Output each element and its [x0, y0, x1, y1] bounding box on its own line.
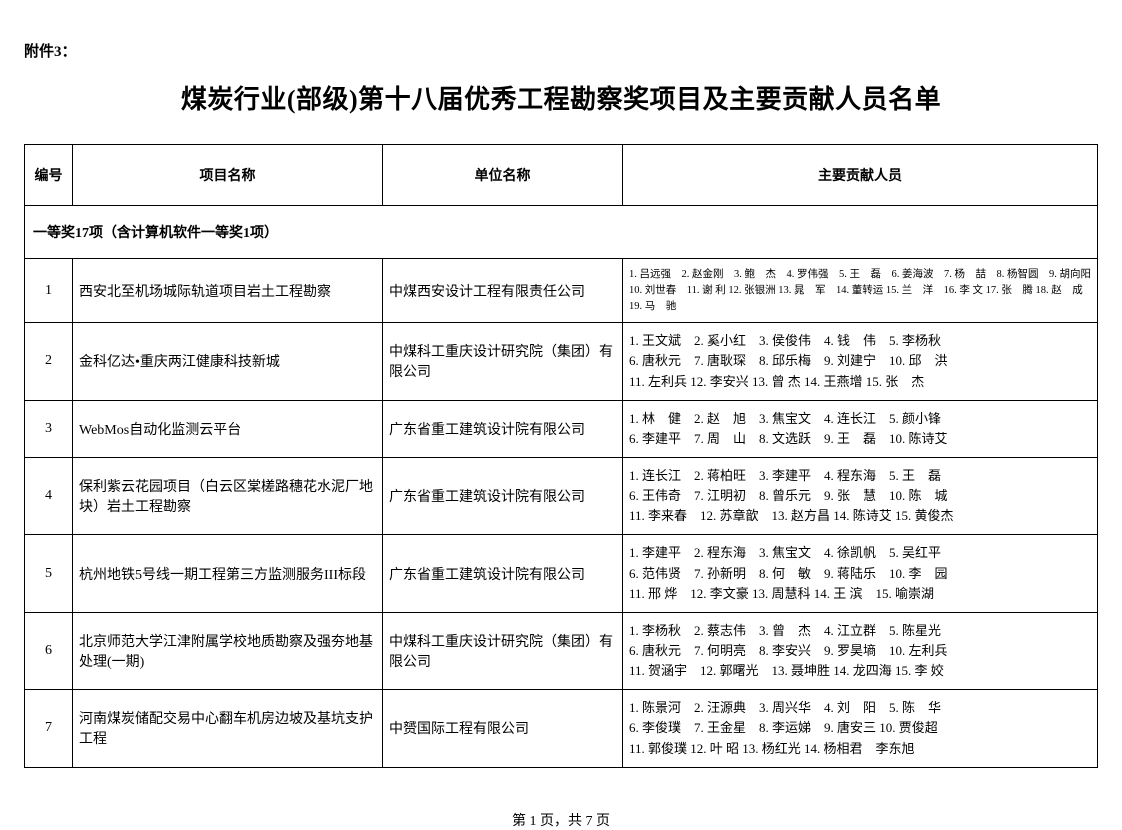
cell-people: 1. 连长江 2. 蒋柏旺 3. 李建平 4. 程东海 5. 王 磊6. 王伟奇… [623, 457, 1098, 534]
table-body: 一等奖17项（含计算机软件一等奖1项） 1西安北至机场城际轨道项目岩土工程勘察中… [25, 206, 1098, 768]
cell-people: 1. 林 健 2. 赵 旭 3. 焦宝文 4. 连长江 5. 颜小锋6. 李建平… [623, 400, 1098, 457]
table-row: 1西安北至机场城际轨道项目岩土工程勘察中煤西安设计工程有限责任公司1. 吕远强 … [25, 259, 1098, 323]
table-row: 5杭州地铁5号线一期工程第三方监测服务III标段广东省重工建筑设计院有限公司1.… [25, 535, 1098, 612]
cell-people: 1. 王文斌 2. 奚小红 3. 侯俊伟 4. 钱 伟 5. 李杨秋6. 唐秋元… [623, 323, 1098, 400]
table-row: 6北京师范大学江津附属学校地质勘察及强夯地基处理(一期)中煤科工重庆设计研究院（… [25, 612, 1098, 689]
cell-project: 金科亿达•重庆两江健康科技新城 [73, 323, 383, 400]
pager: 第 1 页，共 7 页 [24, 810, 1098, 830]
col-header-people: 主要贡献人员 [623, 145, 1098, 206]
cell-unit: 中煤西安设计工程有限责任公司 [383, 259, 623, 323]
section-header-cell: 一等奖17项（含计算机软件一等奖1项） [25, 206, 1098, 259]
award-table: 编号 项目名称 单位名称 主要贡献人员 一等奖17项（含计算机软件一等奖1项） … [24, 144, 1098, 768]
table-row: 7河南煤炭储配交易中心翻车机房边坡及基坑支护工程中赟国际工程有限公司1. 陈景河… [25, 690, 1098, 767]
cell-people: 1. 吕远强 2. 赵金刚 3. 鲍 杰 4. 罗伟强 5. 王 磊 6. 姜海… [623, 259, 1098, 323]
pager-current: 1 [530, 814, 537, 829]
page-title: 煤炭行业(部级)第十八届优秀工程勘察奖项目及主要贡献人员名单 [24, 79, 1098, 116]
table-row: 2金科亿达•重庆两江健康科技新城中煤科工重庆设计研究院（集团）有限公司1. 王文… [25, 323, 1098, 400]
table-row: 3WebMos自动化监测云平台广东省重工建筑设计院有限公司1. 林 健 2. 赵… [25, 400, 1098, 457]
cell-num: 1 [25, 259, 73, 323]
cell-project: 杭州地铁5号线一期工程第三方监测服务III标段 [73, 535, 383, 612]
col-header-unit: 单位名称 [383, 145, 623, 206]
pager-suffix: 页 [593, 814, 611, 829]
table-row: 4保利紫云花园项目（白云区棠槎路穗花水泥厂地块）岩土工程勘察广东省重工建筑设计院… [25, 457, 1098, 534]
col-header-project: 项目名称 [73, 145, 383, 206]
cell-unit: 中煤科工重庆设计研究院（集团）有限公司 [383, 612, 623, 689]
cell-num: 6 [25, 612, 73, 689]
cell-project: 西安北至机场城际轨道项目岩土工程勘察 [73, 259, 383, 323]
cell-unit: 广东省重工建筑设计院有限公司 [383, 457, 623, 534]
cell-unit: 广东省重工建筑设计院有限公司 [383, 400, 623, 457]
pager-total: 7 [586, 814, 593, 829]
cell-num: 5 [25, 535, 73, 612]
cell-num: 3 [25, 400, 73, 457]
cell-people: 1. 李杨秋 2. 蔡志伟 3. 曾 杰 4. 江立群 5. 陈星光6. 唐秋元… [623, 612, 1098, 689]
pager-prefix: 第 [512, 814, 530, 829]
cell-unit: 中煤科工重庆设计研究院（集团）有限公司 [383, 323, 623, 400]
col-header-num: 编号 [25, 145, 73, 206]
cell-project: 保利紫云花园项目（白云区棠槎路穗花水泥厂地块）岩土工程勘察 [73, 457, 383, 534]
cell-unit: 中赟国际工程有限公司 [383, 690, 623, 767]
cell-num: 7 [25, 690, 73, 767]
table-header-row: 编号 项目名称 单位名称 主要贡献人员 [25, 145, 1098, 206]
cell-people: 1. 陈景河 2. 汪源典 3. 周兴华 4. 刘 阳 5. 陈 华6. 李俊璞… [623, 690, 1098, 767]
pager-middle: 页，共 [537, 814, 586, 829]
cell-people: 1. 李建平 2. 程东海 3. 焦宝文 4. 徐凯帆 5. 吴红平6. 范伟贤… [623, 535, 1098, 612]
attachment-label: 附件3： [24, 40, 1098, 61]
cell-num: 2 [25, 323, 73, 400]
cell-project: 北京师范大学江津附属学校地质勘察及强夯地基处理(一期) [73, 612, 383, 689]
section-header-row: 一等奖17项（含计算机软件一等奖1项） [25, 206, 1098, 259]
cell-project: WebMos自动化监测云平台 [73, 400, 383, 457]
cell-project: 河南煤炭储配交易中心翻车机房边坡及基坑支护工程 [73, 690, 383, 767]
cell-num: 4 [25, 457, 73, 534]
cell-unit: 广东省重工建筑设计院有限公司 [383, 535, 623, 612]
